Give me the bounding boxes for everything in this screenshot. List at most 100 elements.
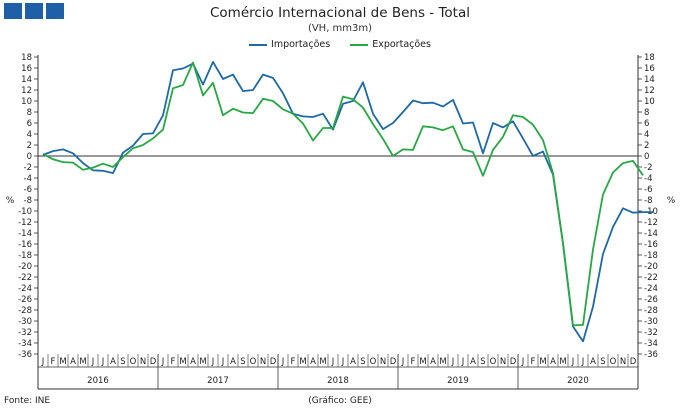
month-label: M [59, 357, 66, 367]
year-label: 2020 [567, 376, 589, 386]
month-label: O [130, 357, 137, 367]
month-label: J [571, 357, 575, 367]
month-label: J [161, 357, 165, 367]
y-tick-label-right: -18 [644, 251, 658, 261]
y-tick-label-left: -36 [18, 350, 32, 360]
year-label: 2019 [447, 376, 469, 386]
y-axis-label-right: % [667, 196, 676, 206]
year-label: 2018 [327, 376, 349, 386]
y-tick-label-left: -10 [18, 207, 32, 217]
month-label: J [221, 357, 225, 367]
month-label: J [341, 357, 345, 367]
y-tick-label-right: -16 [644, 240, 658, 250]
y-tick-label-left: 6 [27, 119, 32, 129]
y-tick-label-right: -6 [644, 185, 652, 195]
month-label: D [510, 357, 517, 367]
chart-legend: Importações Exportações [0, 39, 680, 50]
month-label: J [281, 357, 285, 367]
series-line-exportacoes [42, 61, 644, 327]
month-label: J [331, 357, 335, 367]
y-tick-label-right: -20 [644, 262, 658, 272]
month-label: O [610, 357, 617, 367]
legend-swatch-importacoes [249, 43, 268, 46]
y-tick-label-left: 16 [21, 64, 32, 74]
y-tick-label-left: -8 [24, 196, 32, 206]
logo [4, 3, 64, 19]
month-label: A [70, 357, 76, 367]
y-tick-label-left: -30 [18, 317, 32, 327]
month-label: O [490, 357, 497, 367]
y-tick-label-right: -2 [644, 163, 652, 173]
y-tick-label-right: -30 [644, 317, 658, 327]
month-label: J [401, 357, 405, 367]
month-label: A [110, 357, 116, 367]
chart-credit: (Gráfico: GEE) [308, 396, 372, 406]
month-label: J [461, 357, 465, 367]
month-label: A [550, 357, 556, 367]
y-tick-label-right: 12 [644, 86, 655, 96]
y-tick-label-left: -26 [18, 295, 32, 305]
month-label: M [439, 357, 446, 367]
month-label: O [250, 357, 257, 367]
month-label: M [179, 357, 186, 367]
y-tick-label-right: -28 [644, 306, 658, 316]
month-label: F [531, 357, 536, 367]
y-tick-label-left: -18 [18, 251, 32, 261]
month-label: O [370, 357, 377, 367]
y-tick-label-left: -6 [24, 185, 32, 195]
month-label: A [430, 357, 436, 367]
month-label: A [470, 357, 476, 367]
y-tick-label-left: -14 [18, 229, 32, 239]
month-label: J [521, 357, 525, 367]
legend-label-exportacoes: Exportações [372, 39, 431, 50]
y-tick-label-left: -24 [18, 284, 32, 294]
month-label: S [240, 357, 245, 367]
month-label: S [120, 357, 125, 367]
y-tick-label-right: -22 [644, 273, 658, 283]
y-tick-label-right: -32 [644, 328, 658, 338]
y-tick-label-left: 10 [21, 97, 32, 107]
y-tick-label-right: 18 [644, 53, 655, 63]
y-tick-label-left: -32 [18, 328, 32, 338]
month-label: N [380, 357, 386, 367]
y-tick-label-right: -36 [644, 350, 658, 360]
y-tick-label-right: -34 [644, 339, 658, 349]
month-label: D [270, 357, 277, 367]
logo-block [46, 3, 64, 19]
month-label: A [230, 357, 236, 367]
month-label: M [319, 357, 326, 367]
y-tick-label-right: 8 [644, 108, 649, 118]
month-label: F [51, 357, 56, 367]
month-label: J [101, 357, 105, 367]
y-tick-label-left: -2 [24, 163, 32, 173]
month-label: M [559, 357, 566, 367]
y-tick-label-left: 14 [21, 75, 32, 85]
y-tick-label-right: -24 [644, 284, 658, 294]
y-tick-label-left: 0 [27, 152, 32, 162]
y-tick-label-left: -34 [18, 339, 32, 349]
y-tick-label-right: 10 [644, 97, 655, 107]
year-label: 2017 [207, 376, 229, 386]
y-tick-label-left: -16 [18, 240, 32, 250]
month-label: S [600, 357, 605, 367]
month-label: M [79, 357, 86, 367]
month-label: J [91, 357, 95, 367]
month-label: J [451, 357, 455, 367]
y-tick-label-left: 18 [21, 53, 32, 63]
legend-label-importacoes: Importações [271, 39, 331, 50]
y-tick-label-left: -12 [18, 218, 32, 228]
month-label: M [539, 357, 546, 367]
y-tick-label-right: -26 [644, 295, 658, 305]
logo-block [25, 3, 43, 19]
y-tick-label-left: -4 [24, 174, 32, 184]
month-label: A [350, 357, 356, 367]
y-tick-label-right: -8 [644, 196, 652, 206]
chart-subtitle: (VH, mm3m) [307, 23, 373, 34]
legend-item-exportacoes: Exportações [350, 39, 431, 50]
y-tick-label-right: 14 [644, 75, 655, 85]
series-line-importacoes [42, 61, 653, 343]
month-label: N [500, 357, 506, 367]
month-label: A [190, 357, 196, 367]
y-tick-label-left: 8 [27, 108, 32, 118]
